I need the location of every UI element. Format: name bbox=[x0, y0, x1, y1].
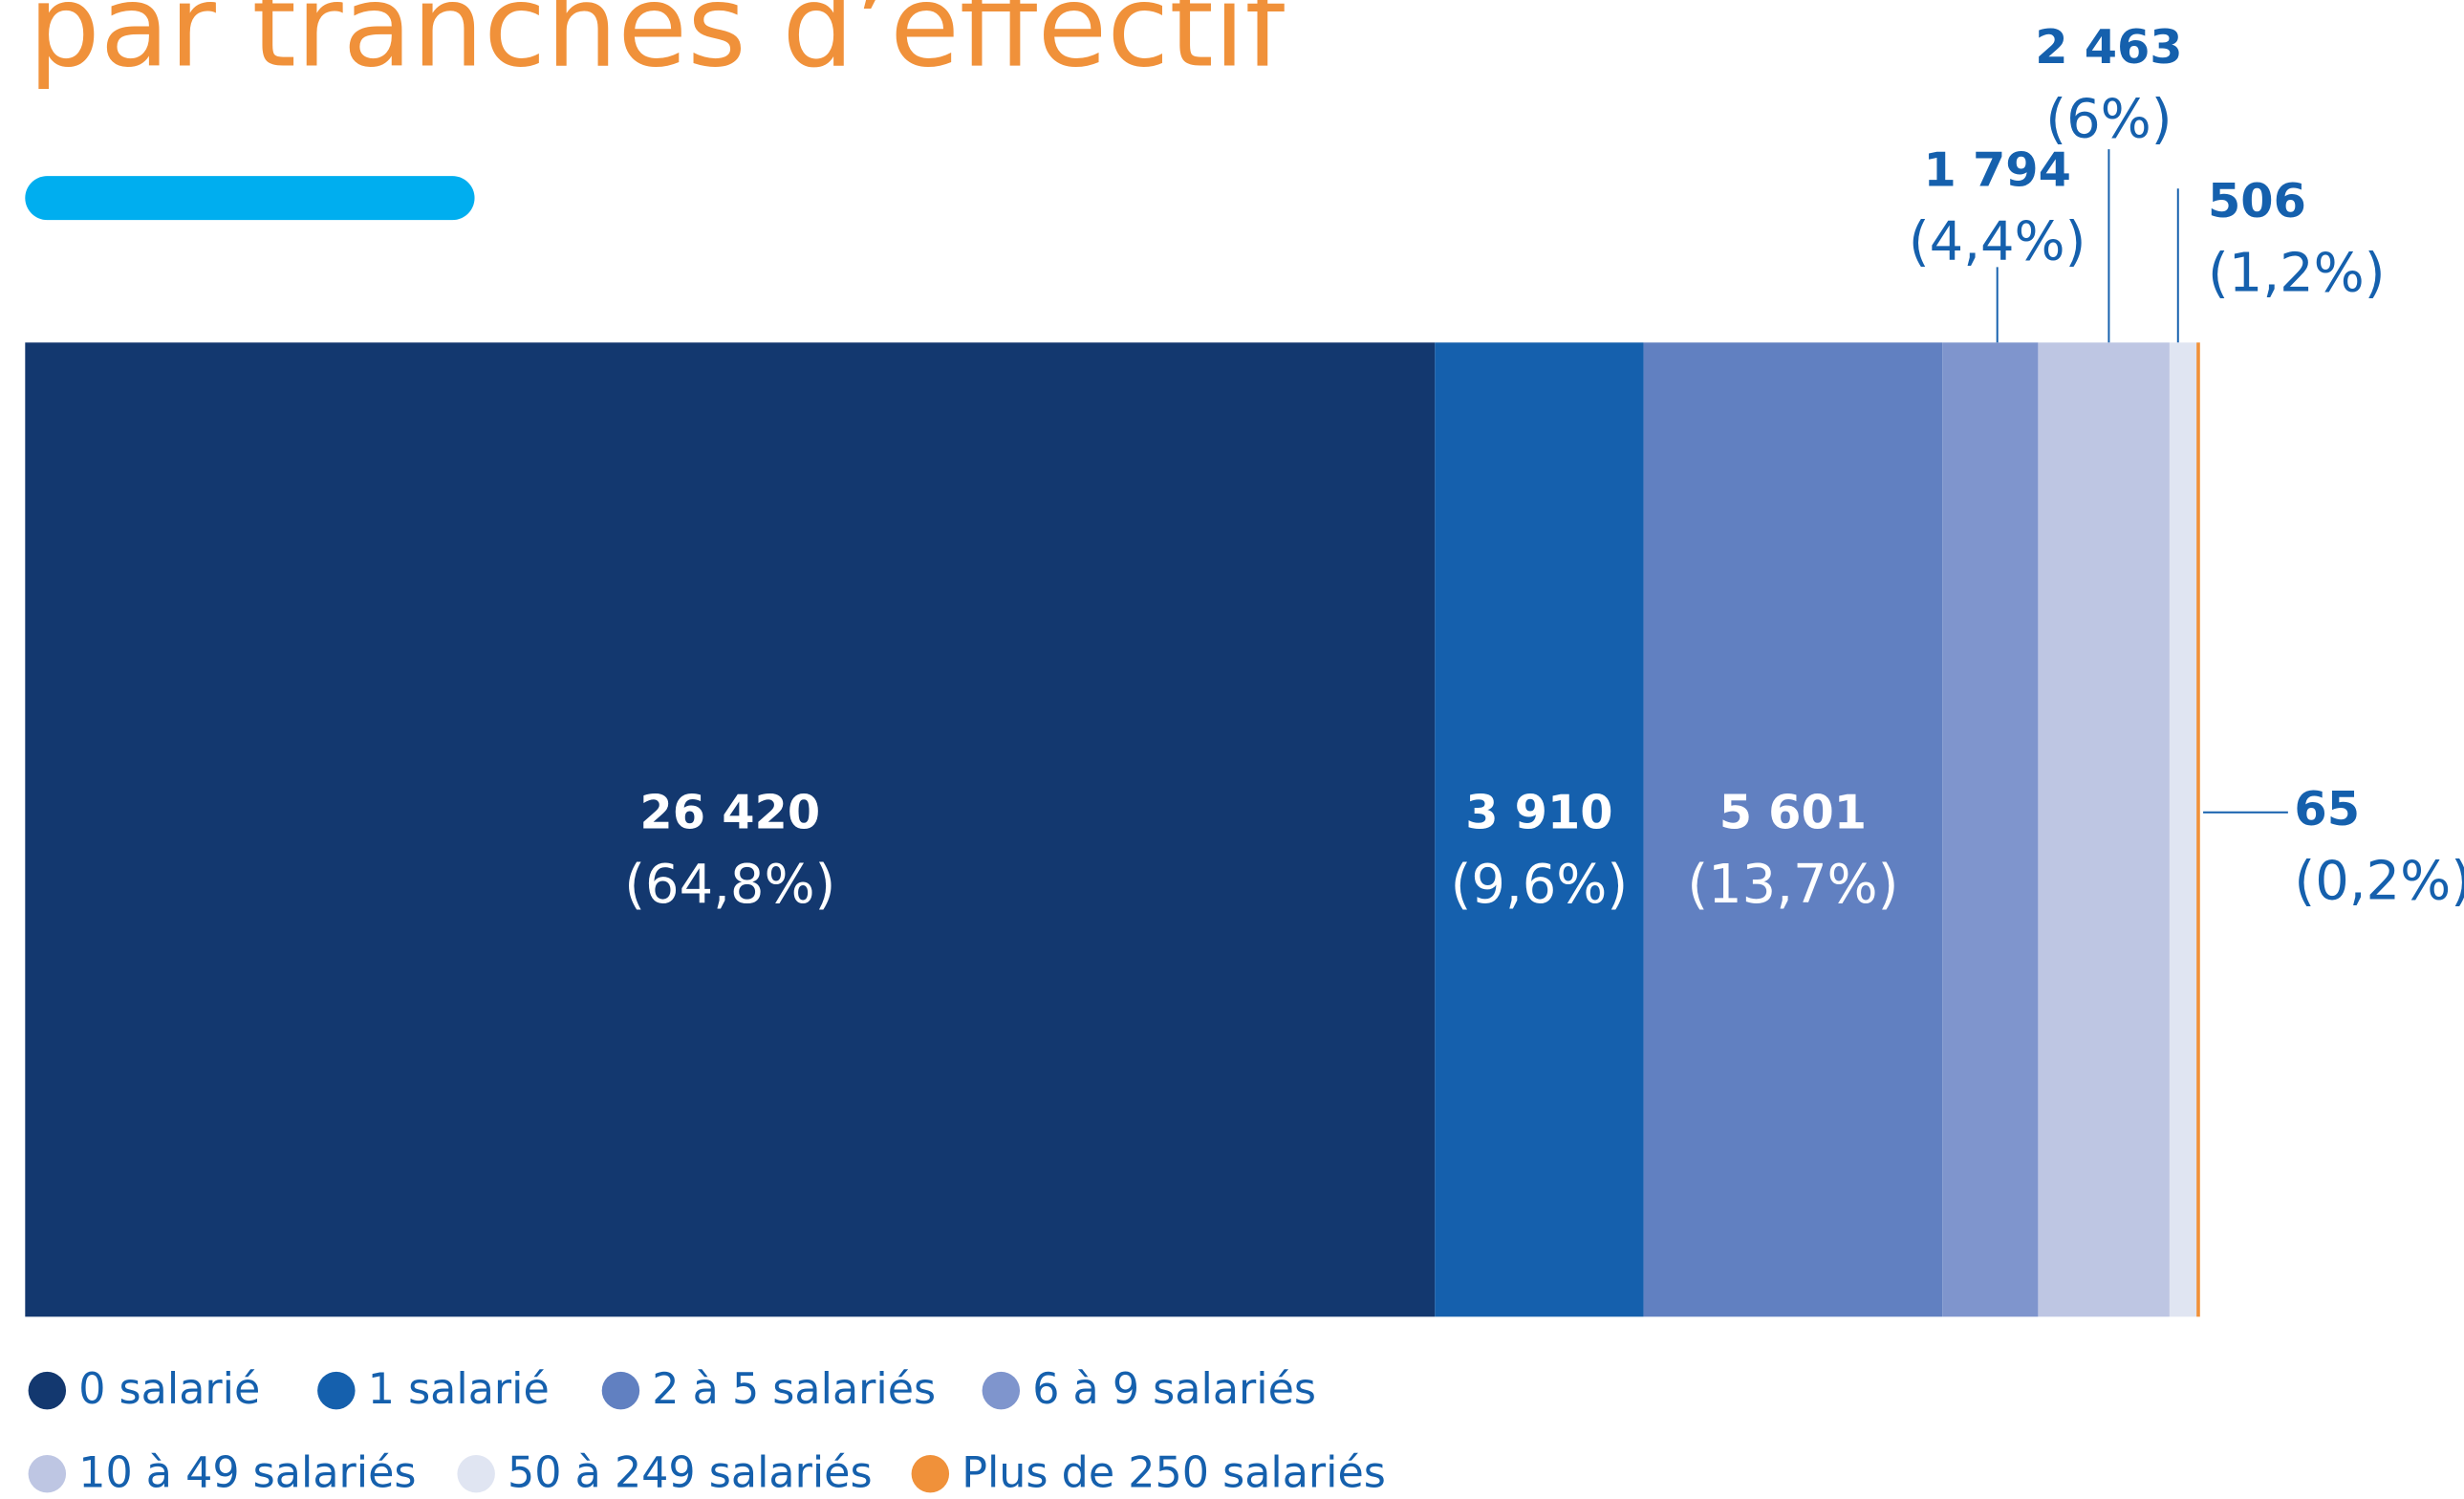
value-label: 65 bbox=[2294, 781, 2360, 836]
value-label: 506 bbox=[2208, 173, 2306, 228]
percent-label: (6%) bbox=[2045, 88, 2172, 150]
chart-title: par tranches d’effectif bbox=[29, 0, 1287, 92]
bar-segment bbox=[2038, 342, 2170, 1317]
value-label: 26 420 bbox=[639, 785, 820, 840]
legend-swatch bbox=[457, 1454, 495, 1493]
bar-segment bbox=[2196, 342, 2200, 1317]
legend-swatch bbox=[317, 1371, 356, 1410]
percent-label: (1,2%) bbox=[2208, 242, 2386, 304]
bar-segment bbox=[25, 342, 1436, 1317]
bar-segment bbox=[1942, 342, 2039, 1317]
legend-swatch bbox=[28, 1454, 67, 1493]
legend-swatch bbox=[911, 1454, 950, 1493]
percent-label: (64,8%) bbox=[624, 854, 835, 916]
value-label: 2 463 bbox=[2035, 19, 2182, 75]
legend-label: 2 à 5 salariés bbox=[652, 1365, 936, 1414]
legend-swatch bbox=[601, 1371, 640, 1410]
legend-label: 10 à 49 salariés bbox=[78, 1448, 416, 1497]
value-label: 3 910 bbox=[1465, 785, 1612, 840]
legend-swatch bbox=[982, 1371, 1021, 1410]
value-label: 1 794 bbox=[1923, 141, 2070, 197]
bar-segment bbox=[2169, 342, 2197, 1317]
percent-label: (9,6%) bbox=[1451, 854, 1629, 916]
percent-label: (4,4%) bbox=[1909, 211, 2086, 273]
legend-label: 0 salarié bbox=[78, 1365, 260, 1414]
bar-segment bbox=[1643, 342, 1943, 1317]
title-accent bbox=[25, 176, 475, 221]
value-label: 5 601 bbox=[1719, 785, 1867, 840]
legend-swatch bbox=[28, 1371, 67, 1410]
bar-segment bbox=[1435, 342, 1644, 1317]
percent-label: (13,7%) bbox=[1687, 854, 1898, 916]
legend-label: 50 à 249 salariés bbox=[508, 1448, 873, 1497]
percent-label: (0,2%) bbox=[2294, 850, 2464, 912]
legend-label: Plus de 250 salariés bbox=[962, 1448, 1386, 1497]
legend-label: 6 à 9 salariés bbox=[1032, 1365, 1316, 1414]
legend-label: 1 salarié bbox=[368, 1365, 550, 1414]
